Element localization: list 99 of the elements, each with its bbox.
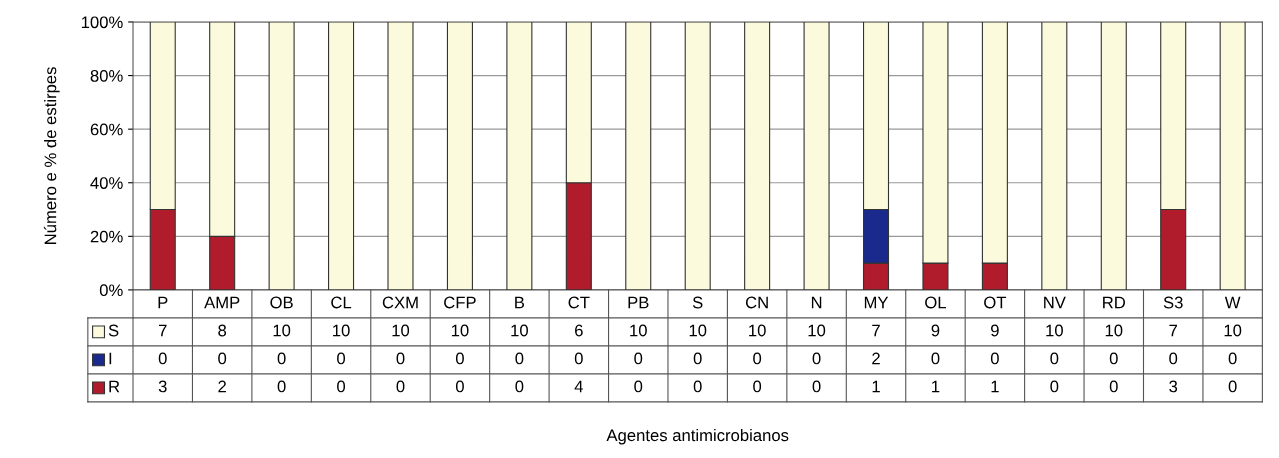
text: 10 — [511, 324, 528, 337]
text: 0 — [693, 352, 702, 365]
text: 0 — [812, 380, 821, 393]
bar — [1100, 21, 1127, 290]
bar — [625, 21, 652, 290]
bar — [1219, 21, 1246, 290]
x-tick-label: AMP — [204, 296, 240, 309]
text: Agentes antimicrobianos — [606, 428, 789, 445]
text: 10 — [333, 324, 350, 337]
text: 0 — [277, 352, 286, 365]
y-tick-label: 60% — [90, 123, 123, 136]
text: 0 — [396, 380, 405, 393]
bar — [803, 21, 830, 290]
text: 8 — [218, 324, 227, 337]
text: 10 — [273, 324, 291, 337]
bar — [684, 21, 711, 290]
text: 9 — [991, 324, 999, 337]
text: 10 — [1224, 324, 1242, 337]
text: 3 — [1169, 380, 1178, 393]
text: 10 — [1105, 324, 1123, 337]
text: 10 — [689, 324, 707, 337]
legend-label: I — [109, 352, 112, 365]
text: 0 — [1109, 352, 1118, 365]
text: 10 — [749, 324, 766, 337]
text: 0 — [455, 380, 464, 393]
text: 4 — [574, 380, 583, 393]
text: 0 — [1050, 352, 1059, 365]
text: 0 — [574, 352, 583, 365]
text: 0 — [396, 352, 405, 365]
text: 0 — [515, 380, 524, 393]
x-tick-label: S3 — [1163, 296, 1183, 309]
text: 7 — [158, 324, 167, 337]
bar — [328, 21, 355, 290]
y-tick-label: 20% — [90, 230, 123, 243]
x-tick-label: S — [692, 296, 703, 309]
x-tick-label: B — [515, 296, 525, 309]
text: 0 — [515, 352, 524, 365]
text: 1 — [932, 380, 940, 393]
y-axis-title: Número e % de estirpes — [43, 67, 60, 244]
text: 3 — [158, 380, 167, 393]
x-tick-label: W — [1224, 296, 1241, 309]
bar — [744, 21, 771, 290]
y-tick-label: 40% — [90, 177, 123, 189]
text: 0 — [1109, 380, 1118, 393]
text: 0 — [753, 352, 762, 365]
text: 1 — [872, 380, 880, 393]
text: 6 — [575, 324, 583, 337]
y-tick-label: 80% — [90, 69, 123, 82]
text: 1 — [991, 380, 999, 393]
x-tick-label: P — [158, 296, 168, 309]
text: 0 — [218, 352, 227, 365]
text: 0 — [158, 352, 167, 365]
text: 0 — [634, 380, 643, 393]
text: 9 — [931, 324, 940, 337]
y-tick-label: 100% — [81, 16, 123, 29]
x-tick-label: N — [811, 296, 822, 309]
bar — [387, 21, 414, 290]
text: 0 — [931, 352, 940, 365]
x-tick-label: RD — [1103, 296, 1126, 309]
x-tick-label: CXM — [382, 296, 418, 309]
legend-label: S — [108, 324, 119, 337]
legend-label: R — [109, 380, 120, 393]
bar — [506, 21, 533, 290]
text: 0 — [990, 352, 999, 365]
y-tick-label: 0% — [99, 284, 123, 297]
x-tick-label: OT — [984, 296, 1007, 309]
text: 0 — [1050, 380, 1059, 393]
bar — [268, 21, 295, 290]
bar — [446, 21, 473, 290]
text: 10 — [1046, 324, 1063, 337]
text: 0 — [1228, 380, 1237, 393]
text: 0 — [1228, 352, 1237, 365]
x-tick-label: CT — [568, 296, 590, 309]
text: 0 — [812, 352, 821, 365]
text: 2 — [872, 352, 880, 365]
x-tick-label: OL — [925, 296, 947, 309]
x-tick-label: CN — [745, 296, 768, 309]
text: 7 — [872, 324, 880, 337]
text: 0 — [693, 380, 702, 393]
x-tick-label: MY — [864, 296, 889, 309]
x-tick-label: OB — [270, 296, 293, 309]
x-tick-label: NV — [1044, 296, 1066, 309]
text: 0 — [634, 352, 643, 365]
text: 0 — [1169, 352, 1178, 365]
text: 0 — [753, 380, 762, 393]
text: 0 — [337, 380, 346, 393]
text: 0 — [455, 352, 464, 365]
text: 10 — [808, 324, 826, 337]
text: 10 — [451, 324, 469, 337]
bar — [1041, 21, 1068, 290]
x-tick-label: CFP — [444, 296, 476, 309]
text: 7 — [1169, 324, 1178, 337]
text: 0 — [337, 352, 346, 365]
text: 0 — [277, 380, 286, 393]
text: 2 — [218, 380, 226, 393]
text: 10 — [630, 324, 647, 337]
text: 10 — [392, 324, 410, 337]
x-tick-label: CL — [331, 296, 352, 309]
x-tick-label: PB — [628, 296, 649, 309]
